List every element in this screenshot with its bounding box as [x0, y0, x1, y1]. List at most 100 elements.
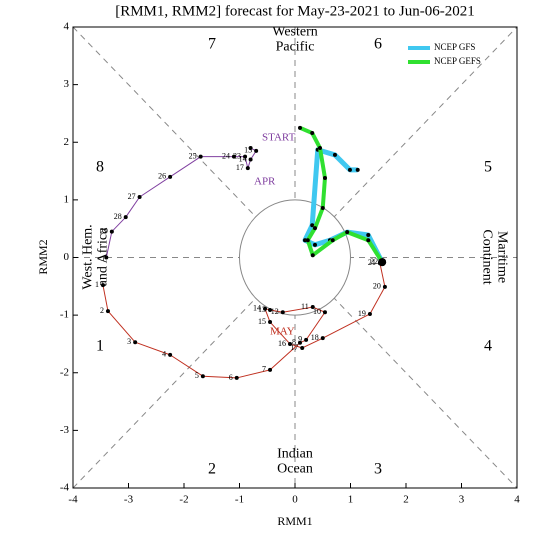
- series-line: [299, 126, 384, 264]
- annotation: START: [262, 132, 296, 144]
- point: [378, 258, 387, 267]
- chart-title: [RMM1, RMM2] forecast for May-23-2021 to…: [115, 3, 475, 19]
- phase-label: 2: [208, 461, 216, 478]
- region-label-line: Pacific: [276, 40, 315, 55]
- phase-label: 7: [208, 36, 216, 53]
- y-tick-label: 3: [64, 78, 70, 90]
- point-label: 5: [195, 371, 199, 380]
- point: [100, 283, 105, 288]
- point-label: 4: [162, 350, 166, 359]
- point: [268, 307, 273, 312]
- point: [367, 311, 372, 316]
- point: [312, 226, 317, 231]
- y-tick-label: 0: [64, 251, 70, 263]
- y-tick-label: -3: [60, 424, 70, 436]
- legend-label: NCEP GEFS: [434, 56, 481, 66]
- point: [280, 310, 285, 315]
- point-label: 6: [229, 373, 233, 382]
- region-label-line: Ocean: [277, 462, 313, 477]
- region-label-line: Maritime: [494, 231, 509, 283]
- x-tick-label: 3: [459, 494, 465, 506]
- phase-label: 6: [374, 36, 382, 53]
- point: [248, 157, 253, 162]
- y-tick-label: 2: [64, 136, 70, 148]
- point-label: 3: [127, 337, 131, 346]
- y-tick-label: 4: [64, 21, 70, 33]
- point: [320, 336, 325, 341]
- point-label: 21: [368, 258, 376, 267]
- phase-label: 5: [484, 159, 492, 176]
- point-label: 26: [158, 172, 166, 181]
- point: [310, 223, 315, 228]
- point: [297, 340, 302, 345]
- point: [263, 306, 268, 311]
- point: [310, 131, 315, 136]
- point: [243, 154, 248, 159]
- phase-label: 4: [484, 338, 492, 355]
- point: [317, 146, 322, 151]
- point-label: 9: [298, 335, 302, 344]
- y-tick-label: -4: [60, 482, 70, 494]
- region-label: West. Hem. and Africa: [81, 224, 111, 289]
- point: [320, 205, 325, 210]
- point-label: 20: [373, 282, 381, 291]
- point-label: 14: [239, 154, 247, 163]
- point: [355, 167, 360, 172]
- point: [268, 367, 273, 372]
- region-label-line: and Africa: [96, 227, 111, 286]
- point: [366, 238, 371, 243]
- point-label: 22: [370, 257, 378, 266]
- x-tick-label: 0: [292, 494, 298, 506]
- y-tick-label: 1: [64, 193, 70, 205]
- point: [234, 375, 239, 380]
- annotation: APR: [254, 176, 276, 188]
- point: [168, 352, 173, 357]
- point-label: 23: [233, 151, 241, 160]
- x-tick-label: 4: [514, 494, 520, 506]
- point: [105, 309, 110, 314]
- point: [288, 341, 293, 346]
- point-label: 10: [313, 307, 321, 316]
- point-label: 14: [253, 304, 261, 313]
- point: [305, 238, 310, 243]
- point-label: 28: [114, 212, 122, 221]
- point: [254, 148, 259, 153]
- legend-label: NCEP GFS: [434, 42, 475, 52]
- point-label: 17: [236, 163, 244, 172]
- point: [332, 152, 337, 157]
- series-line: [102, 261, 386, 379]
- point-label: 17: [290, 343, 298, 352]
- point-label: 12: [271, 307, 279, 316]
- point: [347, 167, 352, 172]
- point: [248, 146, 253, 151]
- phase-label: 3: [374, 461, 382, 478]
- point: [104, 255, 109, 260]
- x-tick-label: 2: [403, 494, 409, 506]
- region-label-line: Indian: [277, 447, 313, 462]
- x-tick-label: -1: [235, 494, 244, 506]
- point-label: 16: [278, 339, 286, 348]
- point-label: 24: [222, 151, 230, 160]
- annotation: MAY: [270, 326, 295, 338]
- point: [312, 242, 317, 247]
- series-line: [105, 147, 257, 258]
- point: [322, 175, 327, 180]
- point: [366, 233, 371, 238]
- point: [310, 253, 315, 258]
- point: [200, 374, 205, 379]
- point: [302, 238, 307, 243]
- point-label: 2: [100, 306, 104, 315]
- point: [322, 310, 327, 315]
- point: [133, 340, 138, 345]
- point: [297, 125, 302, 130]
- region-label-line: Western: [272, 25, 318, 40]
- point: [330, 238, 335, 243]
- point-label: 19: [358, 309, 366, 318]
- point-label: 13: [244, 146, 252, 155]
- phase-label: 8: [96, 159, 104, 176]
- unit-circle: [239, 199, 351, 316]
- phase-label: 1: [96, 338, 104, 355]
